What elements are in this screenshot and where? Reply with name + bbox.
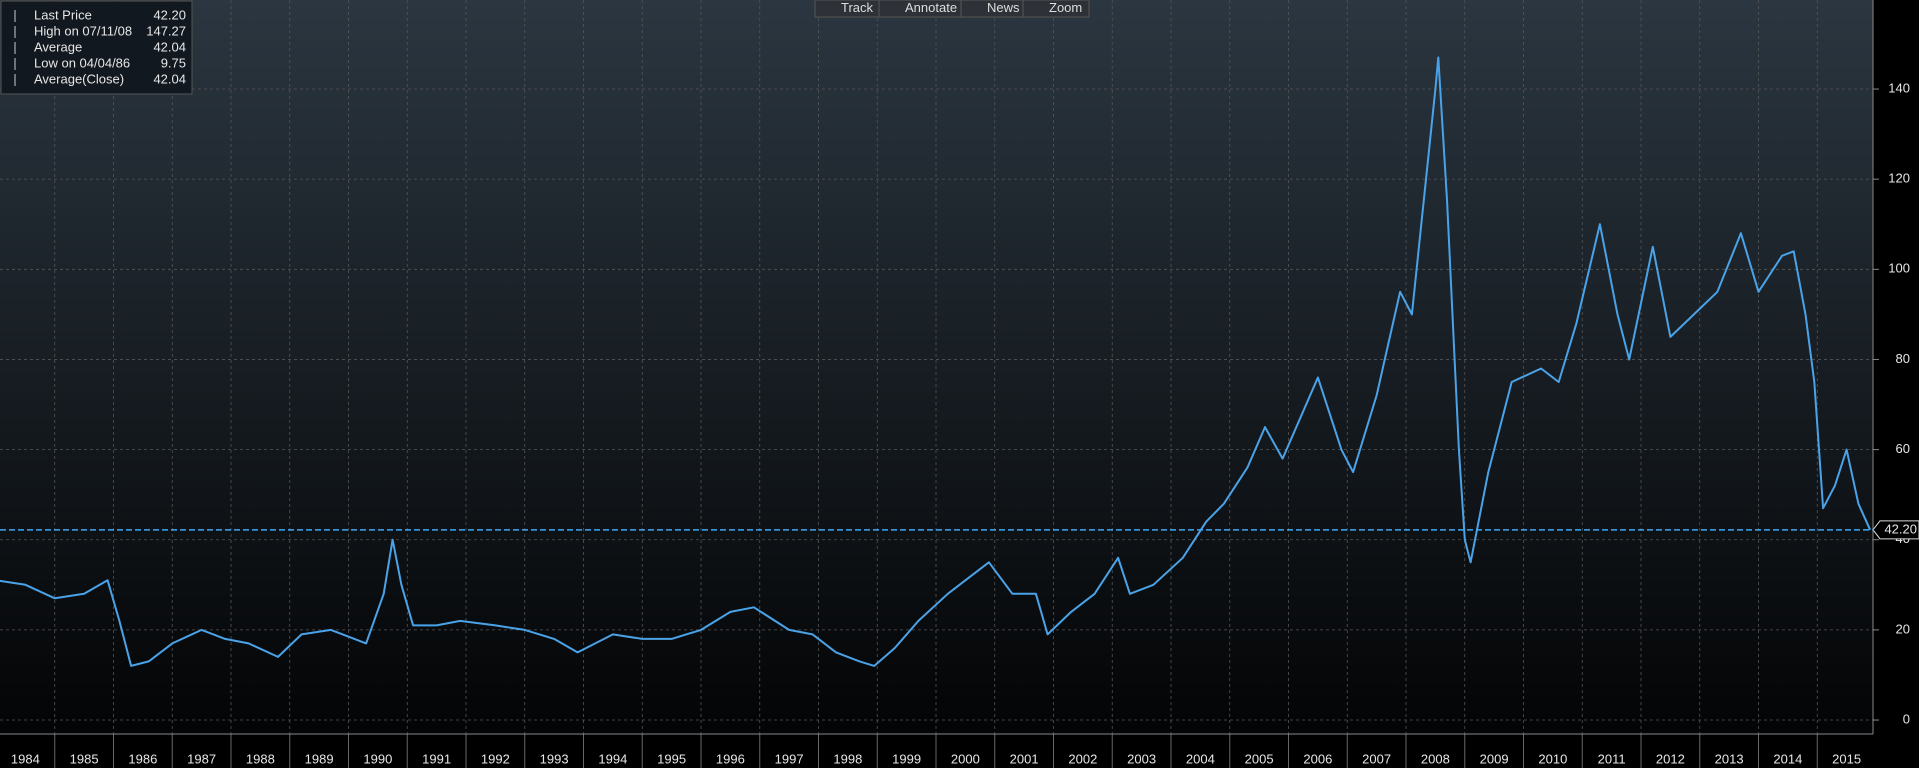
legend-label: High on 07/11/08 [34,23,132,38]
y-tick-label: 100 [1888,261,1910,276]
toolbar-label[interactable]: Zoom [1049,0,1082,15]
legend-label: Low on 04/04/86 [34,55,130,70]
legend-value: 42.20 [153,7,186,22]
x-tick-label: 1992 [481,751,510,766]
toolbar: Track Annotate News Zoom [814,0,1090,18]
x-tick-label: 2012 [1656,751,1685,766]
x-tick-label: 2011 [1598,751,1626,766]
x-tick-label: 1990 [363,751,392,766]
plot-background [0,0,1873,734]
x-tick-label: 2005 [1245,751,1274,766]
marks [0,56,1873,667]
x-tick-label: 1988 [246,751,275,766]
legend-label: Average [34,39,82,54]
y-tick-label: 120 [1888,171,1910,186]
y-tick-label: 0 [1903,711,1910,726]
grid [0,0,1873,734]
x-tick-label: 1989 [305,751,334,766]
x-tick-label: 2009 [1480,751,1509,766]
legend-value: 147.27 [146,23,186,38]
x-tick-label: 2007 [1362,751,1391,766]
legend-label: Last Price [34,7,92,22]
x-tick-label: 1993 [540,751,569,766]
x-tick-label: 2015 [1832,751,1861,766]
toolbar-label[interactable]: Track [841,0,874,15]
x-tick-label: 2006 [1303,751,1332,766]
x-tick-label: 1987 [187,751,216,766]
x-tick-label: 2008 [1421,751,1450,766]
axes: 0204060801001201401984198519861987198819… [11,80,1919,768]
toolbar-button[interactable] [1022,0,1090,18]
x-tick-label: 2013 [1715,751,1744,766]
x-tick-label: 1985 [70,751,99,766]
x-tick-label: 1994 [598,751,627,766]
toolbar-label[interactable]: News [987,0,1020,15]
legend-label: Average(Close) [34,71,124,86]
x-tick-label: 1999 [892,751,921,766]
toolbar-label[interactable]: Annotate [905,0,957,15]
last-price-tag [1872,520,1919,540]
x-tick-label: 1986 [128,751,157,766]
x-tick-label: 2001 [1010,751,1039,766]
x-tick-label: 2003 [1127,751,1156,766]
legend-value: 42.04 [153,39,186,54]
x-tick-label: 1996 [716,751,745,766]
y-tick-label: 20 [1896,621,1910,636]
x-tick-label: 1995 [657,751,686,766]
x-tick-label: 1998 [833,751,862,766]
legend: Last Price 42.20 High on 07/11/08 147.27 Ave… [0,0,193,95]
x-tick-label: 2002 [1068,751,1097,766]
legend-box [0,0,193,95]
legend-value: 9.75 [161,55,186,70]
x-tick-label: 1997 [775,751,804,766]
y-tick-label: 80 [1896,351,1910,366]
axis-background [1873,0,1919,768]
x-tick-label: 2010 [1538,751,1567,766]
legend-value: 42.04 [153,71,186,86]
x-tick-label: 2000 [951,751,980,766]
x-tick-label: 2014 [1773,751,1802,766]
y-tick-label: 60 [1896,441,1910,456]
price-line [0,56,1872,667]
last-price-label: 42.20 [1884,521,1917,536]
x-tick-label: 1984 [11,751,40,766]
y-tick-label: 140 [1888,80,1910,95]
x-tick-label: 2004 [1186,751,1215,766]
x-tick-label: 1991 [422,751,451,766]
